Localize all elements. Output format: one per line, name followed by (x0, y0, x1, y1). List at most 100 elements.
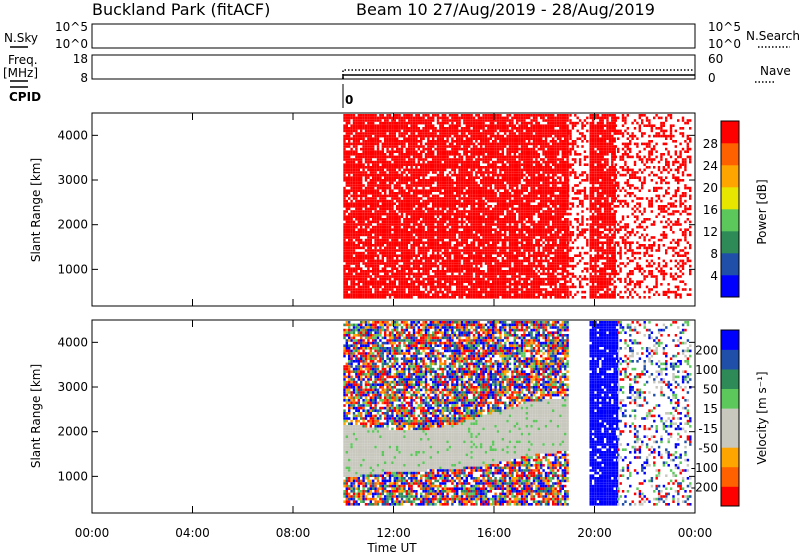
power-cell (391, 176, 394, 179)
power-cell (381, 158, 384, 161)
nsky-label: N.Sky (4, 31, 38, 45)
power-cell (432, 210, 435, 213)
power-cell (456, 181, 459, 185)
power-cell (396, 114, 399, 117)
power-cell (429, 145, 432, 148)
power-cell (379, 121, 382, 125)
power-cell (530, 296, 533, 299)
power-cell (427, 277, 430, 281)
power-cell (504, 176, 507, 179)
power-cell (424, 166, 428, 169)
power-cell (489, 150, 492, 153)
power-cell (482, 171, 485, 174)
power-cell (388, 233, 392, 237)
power-cell (381, 186, 384, 190)
power-cell (400, 236, 404, 239)
power-cell (444, 236, 447, 239)
power-cell (528, 241, 531, 244)
power-cell (463, 205, 466, 208)
power-cell (381, 160, 384, 164)
power-cell (362, 189, 365, 192)
power-cell (477, 207, 480, 211)
power-cell (494, 264, 497, 268)
power-cell (386, 293, 389, 296)
power-cell (374, 262, 377, 265)
power-cell (501, 285, 504, 289)
power-cell (374, 283, 377, 286)
power-cell (465, 277, 468, 281)
power-cell (436, 236, 440, 239)
power-cell (420, 212, 423, 216)
power-cell (487, 244, 490, 247)
power-cell (472, 147, 476, 151)
power-cell (501, 140, 504, 143)
power-cell (434, 262, 437, 265)
power-cell (506, 220, 509, 224)
power-cell (525, 220, 528, 224)
power-cell (403, 153, 406, 156)
power-cell (528, 121, 531, 125)
power-cell (475, 160, 478, 164)
power-cell (516, 179, 519, 182)
power-cell (458, 184, 461, 187)
power-cell (439, 153, 442, 156)
power-cell (357, 285, 360, 289)
power-cell (470, 194, 473, 198)
power-cell (482, 249, 485, 252)
power-cell (535, 296, 538, 299)
power-cell (432, 285, 435, 289)
power-cell (537, 134, 540, 138)
power-cell (422, 218, 425, 221)
power-cell (513, 181, 516, 185)
power-cell (372, 293, 375, 296)
power-cell (436, 202, 440, 205)
power-cell (535, 155, 538, 159)
power-cell (364, 179, 368, 182)
power-cell (508, 197, 512, 200)
power-cell (451, 262, 454, 265)
power-cell (352, 181, 356, 185)
power-cell (477, 275, 480, 278)
power-cell (477, 241, 480, 244)
power-cell (436, 134, 440, 138)
power-cell (484, 272, 488, 276)
power-cell (472, 285, 476, 289)
power-cell (391, 153, 394, 156)
power-cell (528, 179, 531, 182)
power-cell (381, 132, 384, 135)
power-cell (492, 150, 495, 153)
power-cell (427, 129, 430, 133)
power-cell (432, 129, 435, 133)
power-cell (355, 121, 358, 125)
power-cell (494, 267, 497, 270)
power-cell (484, 137, 488, 140)
power-cell (480, 220, 483, 224)
power-cell (508, 160, 512, 164)
power-cell (451, 199, 454, 203)
power-cell (429, 155, 432, 159)
power-cell (504, 137, 507, 140)
power-cell (369, 114, 372, 117)
power-cell (432, 158, 435, 161)
power-cell (487, 277, 490, 281)
power-cell (348, 262, 351, 265)
power-cell (492, 257, 495, 260)
power-cell (348, 218, 351, 221)
power-cell (465, 251, 468, 255)
power-cell (535, 197, 538, 200)
power-cell (470, 212, 473, 216)
power-cell (439, 124, 442, 127)
power-cell (489, 119, 492, 122)
power-cell (470, 171, 473, 174)
power-cell (379, 246, 382, 250)
power-cell (405, 194, 408, 198)
power-cell (348, 116, 351, 120)
power-cell (348, 158, 351, 161)
power-cell (405, 251, 408, 255)
power-cell (453, 153, 456, 156)
power-cell (463, 150, 466, 153)
power-cell (434, 186, 437, 190)
power-cell (376, 202, 380, 205)
power-cell (417, 236, 420, 239)
power-cell (350, 186, 353, 190)
